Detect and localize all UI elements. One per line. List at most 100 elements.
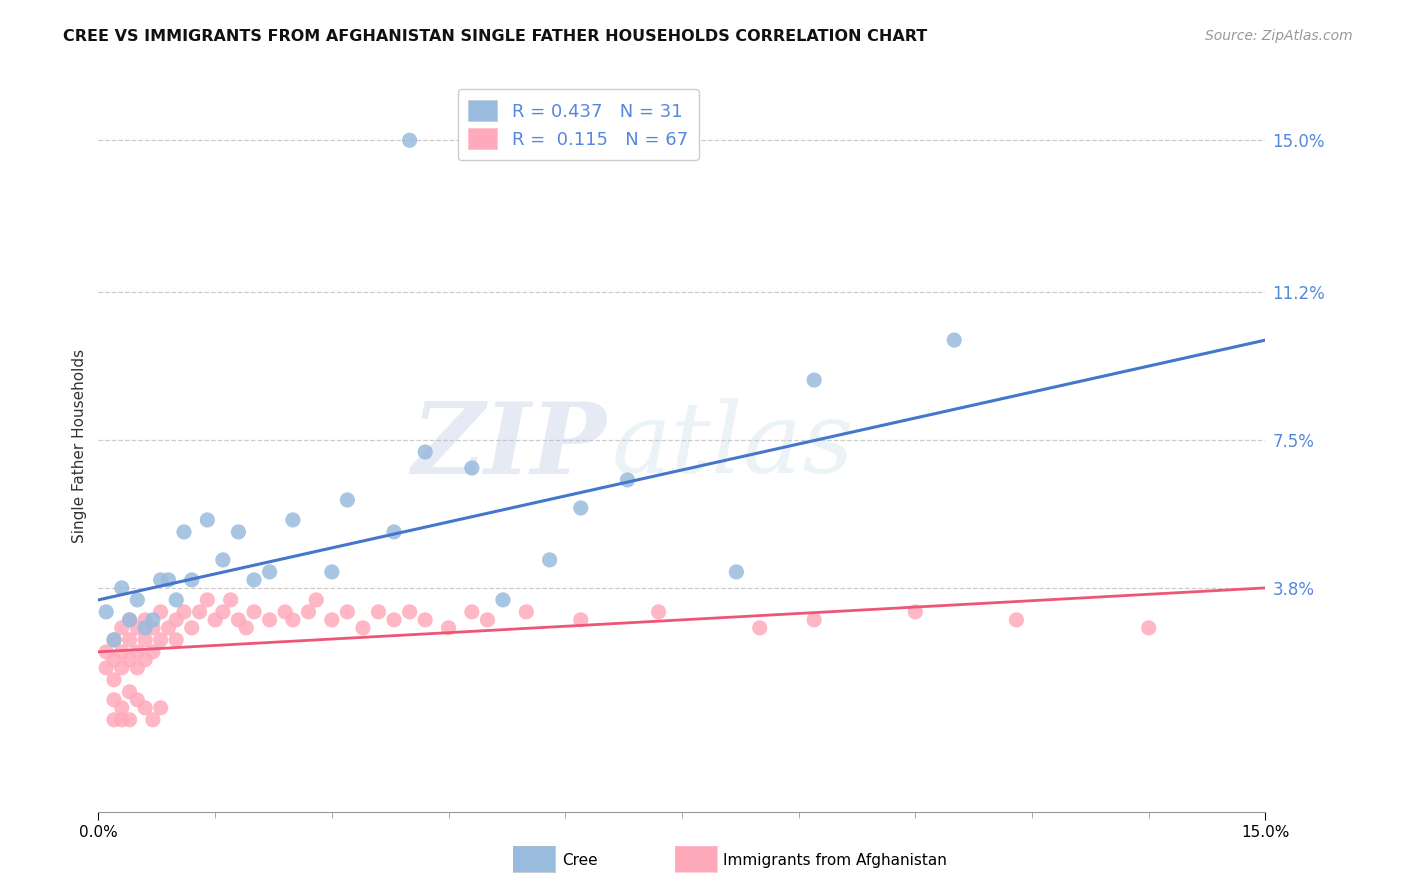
Point	[103, 632, 125, 647]
Text: Immigrants from Afghanistan: Immigrants from Afghanistan	[723, 854, 946, 868]
Point	[96, 645, 118, 659]
Point	[103, 693, 125, 707]
Point	[103, 653, 125, 667]
Point	[103, 632, 125, 647]
Point	[149, 700, 172, 714]
Point	[111, 621, 134, 635]
Point	[725, 565, 748, 579]
Text: atlas: atlas	[612, 399, 855, 493]
Point	[111, 700, 134, 714]
Point	[142, 613, 165, 627]
Point	[461, 461, 484, 475]
Text: Cree: Cree	[562, 854, 598, 868]
Point	[212, 553, 235, 567]
Point	[228, 613, 250, 627]
Point	[212, 605, 235, 619]
Point	[149, 605, 172, 619]
Point	[336, 492, 359, 507]
Point	[157, 573, 180, 587]
Point	[103, 673, 125, 687]
Point	[173, 605, 195, 619]
Point	[398, 133, 420, 147]
Point	[274, 605, 297, 619]
Point	[134, 632, 156, 647]
Point	[569, 500, 592, 515]
Point	[1005, 613, 1028, 627]
Point	[367, 605, 389, 619]
Point	[413, 445, 436, 459]
Point	[165, 593, 187, 607]
Point	[134, 653, 156, 667]
Legend: R = 0.437   N = 31, R =  0.115   N = 67: R = 0.437 N = 31, R = 0.115 N = 67	[457, 89, 699, 160]
Point	[180, 573, 202, 587]
Point	[118, 632, 141, 647]
Point	[336, 605, 359, 619]
Point	[127, 645, 149, 659]
Point	[904, 605, 927, 619]
Point	[259, 613, 281, 627]
Point	[96, 605, 118, 619]
Point	[134, 621, 156, 635]
Point	[111, 713, 134, 727]
Point	[118, 613, 141, 627]
Point	[204, 613, 226, 627]
Point	[235, 621, 257, 635]
Point	[461, 605, 484, 619]
Point	[142, 645, 165, 659]
Point	[118, 713, 141, 727]
Point	[157, 621, 180, 635]
Point	[195, 513, 218, 527]
Point	[118, 613, 141, 627]
Point	[134, 700, 156, 714]
Point	[538, 553, 561, 567]
Point	[165, 632, 187, 647]
Point	[127, 621, 149, 635]
Point	[297, 605, 319, 619]
Point	[616, 473, 638, 487]
Point	[243, 573, 266, 587]
Point	[228, 524, 250, 539]
Point	[281, 513, 304, 527]
Point	[305, 593, 328, 607]
Point	[127, 661, 149, 675]
Point	[118, 653, 141, 667]
Point	[259, 565, 281, 579]
Point	[219, 593, 242, 607]
Text: Source: ZipAtlas.com: Source: ZipAtlas.com	[1205, 29, 1353, 43]
Point	[321, 565, 343, 579]
Point	[352, 621, 374, 635]
Point	[149, 573, 172, 587]
Point	[413, 613, 436, 627]
Point	[477, 613, 499, 627]
Point	[803, 613, 825, 627]
Point	[647, 605, 669, 619]
Point	[103, 713, 125, 727]
Point	[111, 645, 134, 659]
Point	[803, 373, 825, 387]
Point	[243, 605, 266, 619]
Point	[173, 524, 195, 539]
Point	[382, 613, 405, 627]
Point	[142, 621, 165, 635]
Point	[492, 593, 515, 607]
Point	[149, 632, 172, 647]
Point	[96, 661, 118, 675]
Point	[165, 613, 187, 627]
Point	[142, 713, 165, 727]
Point	[118, 685, 141, 699]
Text: CREE VS IMMIGRANTS FROM AFGHANISTAN SINGLE FATHER HOUSEHOLDS CORRELATION CHART: CREE VS IMMIGRANTS FROM AFGHANISTAN SING…	[63, 29, 928, 44]
Point	[111, 661, 134, 675]
Point	[1137, 621, 1160, 635]
Point	[398, 605, 420, 619]
Point	[943, 333, 966, 347]
Point	[180, 621, 202, 635]
Point	[127, 593, 149, 607]
Point	[111, 581, 134, 595]
Point	[127, 693, 149, 707]
Point	[321, 613, 343, 627]
Point	[281, 613, 304, 627]
Y-axis label: Single Father Households: Single Father Households	[72, 349, 87, 543]
Point	[134, 613, 156, 627]
Text: ZIP: ZIP	[411, 398, 606, 494]
Point	[515, 605, 537, 619]
